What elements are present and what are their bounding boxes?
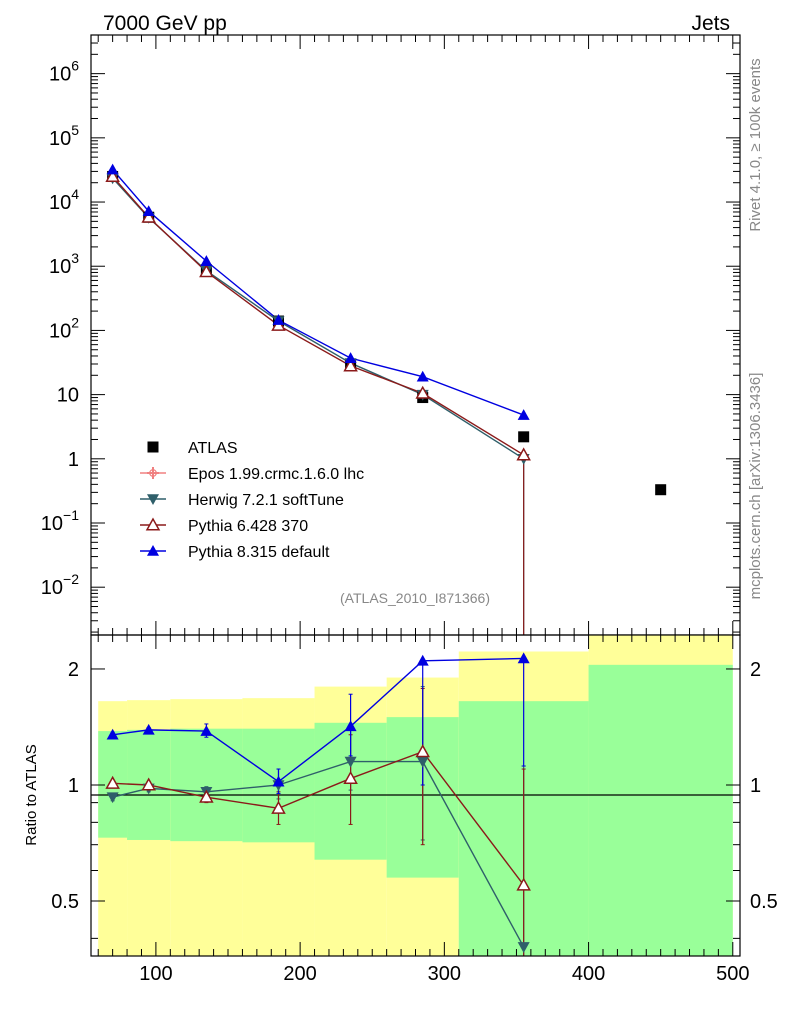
ratio-x-tick-label: 200 <box>283 963 316 985</box>
ratio-y-tick-label-right: 0.5 <box>750 891 778 913</box>
legend-label-atlas: ATLAS <box>188 440 238 457</box>
pythia6-ratio-point <box>516 877 531 891</box>
main-axis-ticks <box>91 34 740 635</box>
pythia6-point <box>343 358 358 372</box>
pythia6-line <box>112 176 525 456</box>
ratio-x-tick-label: 100 <box>139 963 172 985</box>
main-y-tick-label: 10 <box>57 385 79 407</box>
ratio-y-axis-label: Ratio to ATLAS <box>23 744 40 845</box>
pythia8-line <box>112 169 524 416</box>
pythia8-ratio-point <box>142 723 155 735</box>
main-y-tick-label: 104 <box>49 186 79 214</box>
pythia8-point <box>416 370 429 382</box>
band-inner <box>588 664 733 956</box>
legend-marker-epos-ring <box>149 469 157 477</box>
pythia8-point <box>142 205 155 216</box>
main-y-tick-label: 10−1 <box>41 507 79 535</box>
pythia6-ratio-point <box>343 770 358 784</box>
pythia6-point <box>516 447 531 461</box>
ratio-y-tick-label-right: 1 <box>750 775 761 797</box>
atlas-point <box>655 484 667 496</box>
main-y-tick-label: 102 <box>49 314 79 342</box>
pythia8-ratio-point <box>344 720 357 732</box>
ratio-plot-marks <box>105 652 531 957</box>
legend-marker-atlas <box>147 441 159 453</box>
herwig-ratio-point <box>517 942 530 953</box>
header-process: Jets <box>691 12 730 35</box>
rivet-version-label: Rivet 4.1.0, ≥ 100k events <box>747 58 764 231</box>
pythia8-point <box>517 409 530 420</box>
pythia6-ratio-point <box>141 777 156 791</box>
legend-label-pythia8: Pythia 8.315 default <box>188 544 330 561</box>
pythia8-point <box>200 255 213 266</box>
legend-marker-herwig <box>147 494 159 505</box>
analysis-annotation: (ATLAS_2010_I871366) <box>340 590 490 606</box>
pythia8-ratio-point <box>272 775 285 787</box>
main-plot-marks <box>105 163 667 635</box>
pythia8-ratio-point <box>517 652 530 664</box>
legend-label-pythia6: Pythia 6.428 370 <box>188 518 308 535</box>
pythia8-ratio-point <box>200 725 213 736</box>
ratio-y-tick-label-right: 2 <box>750 659 761 681</box>
ratio-axis-ticks <box>91 635 740 956</box>
ratio-x-tick-label: 500 <box>716 963 749 985</box>
ratio-y-tick-label-left: 0.5 <box>51 891 79 913</box>
ratio-x-tick-label: 400 <box>572 963 605 985</box>
main-y-tick-label: 103 <box>49 250 79 278</box>
legend: ATLAS Epos 1.99.crmc.1.6.0 lhc Herwig 7.2.… <box>140 440 364 561</box>
ratio-tick-labels: 0.5 0.5 1 1 2 2 100 200 300 400 500 <box>51 659 778 985</box>
pythia8-ratio-point <box>106 728 119 740</box>
pythia8-point <box>344 352 357 363</box>
pythia8-point <box>272 314 285 325</box>
legend-marker-pythia8 <box>147 545 159 556</box>
band-inner <box>170 728 243 842</box>
herwig-ratio-point <box>344 756 357 768</box>
ratio-y-tick-label-left: 2 <box>68 659 79 681</box>
main-y-tick-label: 106 <box>49 58 79 86</box>
herwig-ratio-point <box>416 756 429 768</box>
pythia6-ratio-point <box>415 744 430 758</box>
pythia8-point <box>106 163 119 175</box>
main-y-tick-label: 105 <box>49 122 79 150</box>
source-label: mcplots.cern.ch [arXiv:1306.3436] <box>747 373 764 600</box>
herwig-ratio-point <box>106 792 119 804</box>
pythia6-ratio-point <box>199 789 214 803</box>
legend-marker-pythia6 <box>145 517 161 531</box>
pythia8-ratio-point <box>416 654 429 666</box>
header-title: 7000 GeV pp <box>103 12 227 35</box>
pythia6-ratio-point <box>271 800 286 814</box>
legend-label-herwig: Herwig 7.2.1 softTune <box>188 492 344 509</box>
pythia6-point <box>199 264 214 278</box>
pythia6-point <box>105 168 120 183</box>
legend-label-epos: Epos 1.99.crmc.1.6.0 lhc <box>188 466 364 483</box>
ratio-x-tick-label: 300 <box>428 963 461 985</box>
ratio-y-tick-label-left: 1 <box>68 775 79 797</box>
main-y-tick-label: 1 <box>68 449 79 471</box>
pythia6-point <box>141 209 156 223</box>
legend-marker-epos <box>147 467 159 479</box>
pythia6-point <box>415 385 430 399</box>
pythia6-ratio-point <box>105 775 120 789</box>
atlas-point <box>518 431 530 443</box>
main-y-tick-label: 10−2 <box>41 571 79 599</box>
ratio-panel: 0.5 0.5 1 1 2 2 100 200 300 400 500 Ratio to ATLAS <box>23 634 778 985</box>
